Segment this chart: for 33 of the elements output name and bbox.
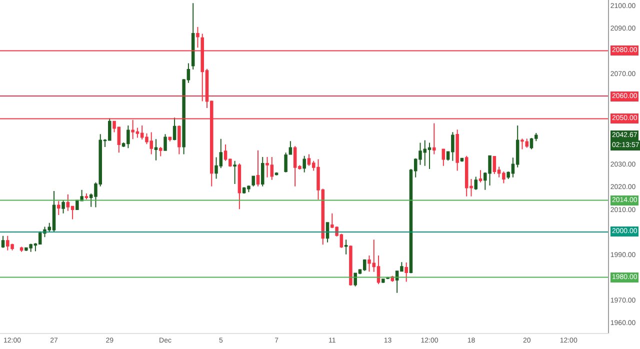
candlestick xyxy=(474,176,478,190)
candlestick xyxy=(326,222,330,243)
candlestick xyxy=(260,156,264,187)
candlestick xyxy=(233,160,236,184)
candlestick xyxy=(62,200,65,214)
candlestick xyxy=(349,245,352,286)
candlestick xyxy=(252,176,255,187)
candlestick xyxy=(432,122,436,155)
candlestick xyxy=(362,258,366,272)
candlestick xyxy=(1,235,5,248)
candlestick xyxy=(442,148,446,166)
candlestick xyxy=(492,156,496,174)
candlestick xyxy=(76,200,79,210)
candlestick xyxy=(172,117,176,141)
candlestick xyxy=(196,26,200,48)
candlestick xyxy=(478,170,482,183)
candlestick xyxy=(191,2,195,70)
candlestick xyxy=(178,125,181,155)
candlestick xyxy=(57,200,60,216)
candlestick xyxy=(520,138,524,150)
candlestick xyxy=(159,146,162,157)
candlestick xyxy=(20,246,24,252)
candlestick xyxy=(164,134,167,151)
candlestick xyxy=(154,138,158,161)
candlestick xyxy=(456,129,459,172)
candlestick xyxy=(256,150,260,187)
candlestick xyxy=(238,163,242,210)
candlestick xyxy=(428,142,432,170)
candlestick xyxy=(84,192,88,200)
candlestick xyxy=(344,239,348,255)
candlestick xyxy=(525,138,529,148)
candlestick xyxy=(404,262,408,282)
candlestick xyxy=(302,155,306,173)
